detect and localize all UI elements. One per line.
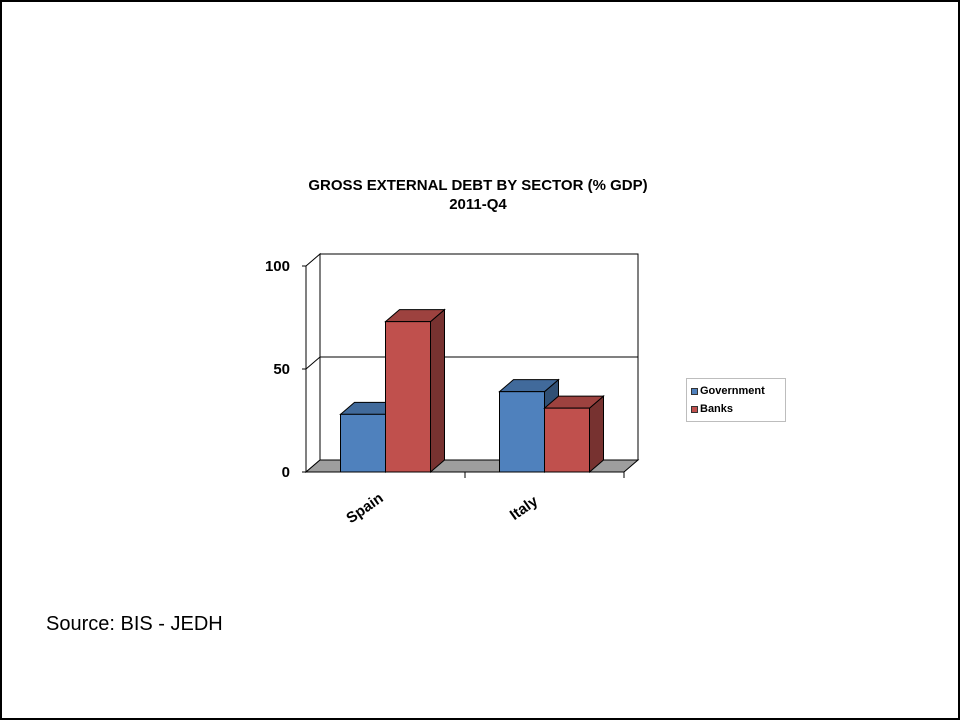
legend-swatch-banks (691, 405, 698, 413)
y-tick-label: 0 (282, 464, 290, 481)
legend-swatch-government (691, 387, 698, 395)
bar-banks-spain (385, 321, 431, 473)
x-tick-label-spain: Spain (343, 490, 386, 527)
gridline-side (305, 356, 321, 370)
chart-title: GROSS EXTERNAL DEBT BY SECTOR (% GDP) 20… (178, 176, 778, 214)
y-tick-label: 50 (273, 361, 290, 378)
legend-label-government: Government (700, 385, 765, 397)
y-tick-label: 100 (265, 258, 290, 275)
bar-government-spain (340, 413, 386, 473)
legend-item-banks: Banks (691, 400, 785, 418)
bar-banks-italy (544, 407, 590, 473)
bar-government-italy (499, 391, 545, 473)
x-tick-label-italy: Italy (507, 492, 542, 524)
chart-subtitle: 2011-Q4 (449, 196, 507, 213)
legend-label-banks: Banks (700, 403, 734, 415)
chart-title-text: GROSS EXTERNAL DEBT BY SECTOR (% GDP) (308, 177, 648, 194)
legend-item-government: Government (691, 382, 785, 400)
bar-side-banks-spain (430, 308, 445, 474)
bar-side-banks-italy (589, 395, 604, 474)
source-note: Source: BIS - JEDH (46, 613, 223, 635)
chart-legend: Government Banks (686, 378, 786, 422)
